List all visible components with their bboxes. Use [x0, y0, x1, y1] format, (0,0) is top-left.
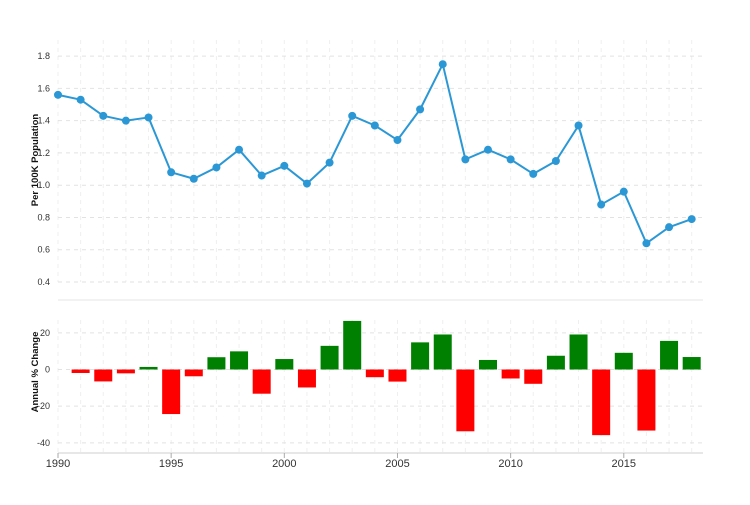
rate-data-point[interactable]	[393, 136, 402, 145]
change-bar	[343, 320, 362, 370]
top-y-axis-title: Per 100K Population	[30, 114, 41, 207]
x-tick-label: 1995	[159, 458, 183, 470]
change-bar	[501, 369, 520, 379]
change-bar	[116, 369, 135, 374]
rate-data-point[interactable]	[257, 171, 266, 180]
x-tick-label: 2010	[498, 458, 522, 470]
change-bar	[71, 369, 90, 373]
top-y-tick-label: 1.2	[37, 148, 50, 158]
x-tick-label: 2000	[272, 458, 296, 470]
change-bar	[637, 369, 656, 431]
rate-data-point[interactable]	[370, 121, 379, 130]
rate-data-point[interactable]	[121, 116, 130, 125]
grid-layer	[57, 40, 703, 452]
change-bar	[660, 340, 679, 370]
change-bar	[614, 352, 633, 370]
top-y-tick-label: 0.4	[37, 277, 50, 287]
bottom-y-tick-label: 20	[40, 328, 50, 338]
rate-data-point[interactable]	[76, 95, 85, 104]
rate-data-point[interactable]	[687, 215, 696, 224]
rate-data-point[interactable]	[167, 168, 176, 177]
change-bar	[275, 359, 294, 370]
x-tick-label: 1990	[46, 458, 70, 470]
rate-data-point[interactable]	[348, 111, 357, 120]
rate-data-point[interactable]	[438, 60, 447, 69]
rate-data-point[interactable]	[54, 90, 62, 99]
rate-data-point[interactable]	[99, 111, 108, 120]
change-bar	[411, 342, 430, 370]
rate-data-point[interactable]	[665, 223, 674, 232]
rate-data-point[interactable]	[280, 161, 289, 170]
change-bar	[297, 369, 316, 388]
bottom-y-axis-title: Annual % Change	[30, 332, 41, 413]
top-y-tick-label: 1.0	[37, 180, 50, 190]
rate-data-point[interactable]	[597, 200, 606, 209]
bars-layer	[71, 320, 701, 436]
rate-data-point[interactable]	[461, 155, 470, 164]
change-bar	[524, 369, 543, 384]
top-y-tick-label: 0.6	[37, 245, 50, 255]
change-bar	[230, 351, 249, 370]
top-y-tick-label: 1.6	[37, 83, 50, 93]
change-bar	[456, 369, 475, 432]
labels-layer: 0.4 0.6 0.8 1.0 1.2 1.4 1.6 1.8 20 0 -20 -40 1990 199…	[37, 51, 636, 470]
change-bar	[139, 366, 158, 370]
rate-data-point[interactable]	[484, 145, 492, 154]
top-y-tick-label: 1.4	[37, 116, 50, 126]
change-bar	[184, 369, 203, 377]
change-bar	[365, 369, 384, 378]
top-y-tick-label: 1.8	[37, 51, 50, 61]
rate-data-point[interactable]	[189, 174, 198, 183]
rate-data-point[interactable]	[619, 187, 628, 196]
rate-data-point[interactable]	[529, 169, 538, 178]
rate-data-point[interactable]	[506, 155, 515, 164]
top-y-tick-label: 0.8	[37, 212, 50, 222]
rate-data-point[interactable]	[642, 239, 651, 248]
change-bar	[162, 369, 181, 415]
change-bar	[433, 334, 452, 370]
change-bar	[592, 369, 611, 436]
rate-data-point[interactable]	[416, 105, 425, 114]
axes-layer	[57, 299, 703, 458]
rate-data-point[interactable]	[551, 157, 560, 165]
change-bar	[546, 355, 565, 370]
change-bar	[320, 345, 339, 370]
rate-data-point[interactable]	[144, 113, 153, 122]
rate-data-point[interactable]	[574, 121, 583, 130]
x-tick-label: 2005	[385, 458, 409, 470]
change-bar	[682, 357, 701, 370]
rate-data-point[interactable]	[302, 179, 311, 188]
change-bar	[252, 369, 271, 394]
change-bar	[388, 369, 407, 382]
rate-data-point[interactable]	[235, 145, 244, 154]
bottom-y-tick-label: -20	[37, 401, 50, 411]
change-bar	[94, 369, 113, 382]
change-bar	[207, 357, 226, 370]
bottom-y-tick-label: 0	[45, 365, 50, 375]
x-tick-label: 2015	[612, 458, 636, 470]
rate-data-point[interactable]	[212, 163, 221, 172]
rate-data-point[interactable]	[325, 158, 334, 167]
bottom-y-tick-label: -40	[37, 438, 50, 448]
change-bar	[569, 334, 588, 370]
change-bar	[479, 359, 497, 370]
points-layer	[54, 60, 696, 248]
